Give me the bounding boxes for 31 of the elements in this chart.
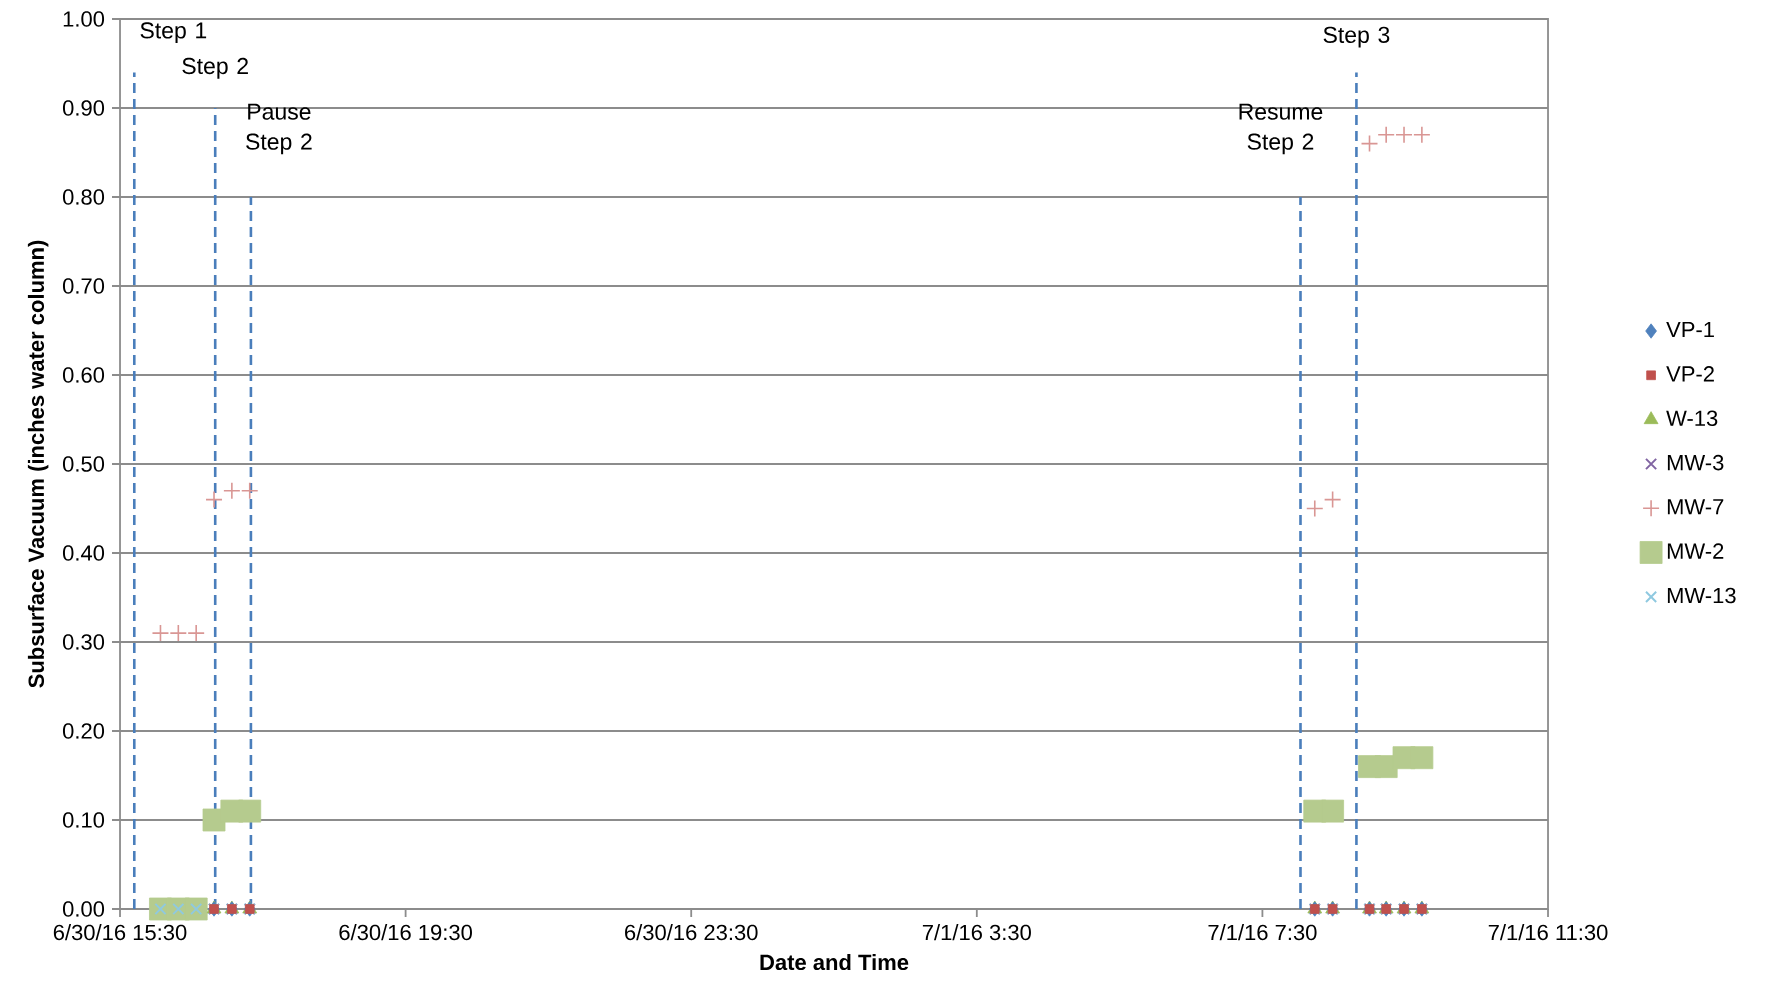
y-tick-label: 0.00 <box>62 901 105 917</box>
y-tick-label: 0.60 <box>62 367 105 383</box>
ref-line-label: Step 1 <box>140 22 207 44</box>
y-axis-title: Subsurface Vacuum (inches water column) <box>27 240 49 688</box>
y-tick-label: 1.00 <box>63 11 105 27</box>
legend-label: MW-2 <box>1667 543 1724 559</box>
ref-line-label: Resume Step 2 <box>1239 103 1323 155</box>
legend-label: W-13 <box>1666 410 1718 427</box>
x-tick-label: 7/1/16 7:30 <box>1208 924 1317 941</box>
y-tick-label: 0.50 <box>62 456 105 472</box>
legend-label: VP-1 <box>1666 321 1714 338</box>
y-tick-label: 0.40 <box>62 545 105 561</box>
y-tick-label: 0.20 <box>62 723 105 739</box>
x-axis-title: Date and Time <box>760 953 909 971</box>
y-tick-label: 0.10 <box>62 812 105 828</box>
legend-label: MW-13 <box>1667 587 1736 604</box>
legend-label: MW-3 <box>1667 454 1724 471</box>
y-tick-label: 0.30 <box>62 634 105 650</box>
x-tick-label: 7/1/16 3:30 <box>922 924 1031 941</box>
legend-label: MW-7 <box>1667 499 1724 515</box>
legend-label: VP-2 <box>1666 366 1714 382</box>
x-tick-label: 6/30/16 23:30 <box>625 924 758 941</box>
y-tick-label: 0.90 <box>62 100 105 116</box>
x-tick-label: 7/1/16 11:30 <box>1488 924 1608 941</box>
x-tick-label: 6/30/16 15:30 <box>53 924 187 941</box>
y-tick-label: 0.70 <box>62 278 105 294</box>
ref-line-label: Step 2 <box>182 57 248 79</box>
x-tick-label: 6/30/16 19:30 <box>339 924 472 941</box>
ref-line-label: Step 3 <box>1323 26 1390 48</box>
y-tick-label: 0.80 <box>62 189 105 205</box>
ref-line-label: Pause Step 2 <box>246 103 312 155</box>
